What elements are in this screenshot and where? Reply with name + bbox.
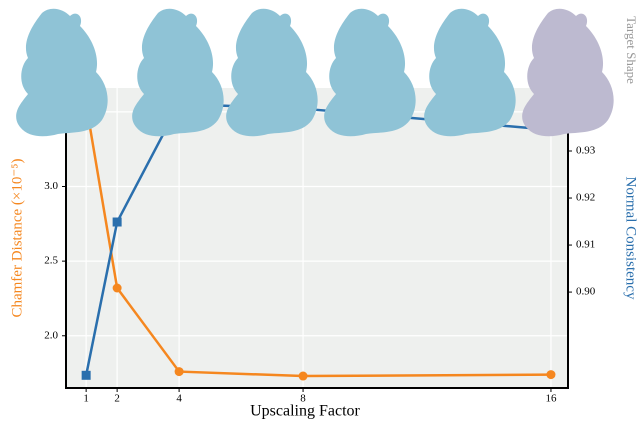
marker xyxy=(299,372,308,381)
shape-thumbnail xyxy=(522,9,614,137)
y-axis-label: Chamfer Distance (×10⁻⁵) xyxy=(9,158,25,317)
y2-tick-label: 0.90 xyxy=(576,286,596,298)
y-tick-label: 3.0 xyxy=(44,180,58,192)
shape-thumbnail xyxy=(324,9,416,137)
plot-background xyxy=(66,88,568,388)
x-tick-label: 1 xyxy=(83,393,89,405)
y2-tick-label: 0.92 xyxy=(576,192,595,204)
y-tick-label: 2.5 xyxy=(44,255,58,267)
x-tick-label: 4 xyxy=(176,393,182,405)
chart: 1248162.02.53.03.50.900.910.920.930.94 T… xyxy=(0,0,640,426)
shape-thumbnail xyxy=(132,9,224,137)
marker xyxy=(113,218,122,227)
marker xyxy=(82,371,91,380)
y2-tick-label: 0.93 xyxy=(576,145,596,157)
annotation: Target Shape xyxy=(624,16,639,84)
shape-thumbnail xyxy=(424,9,516,137)
shape-thumbnail xyxy=(16,9,108,137)
marker xyxy=(546,370,555,379)
x-tick-label: 16 xyxy=(545,393,557,405)
x-axis-label: Upscaling Factor xyxy=(250,403,360,420)
y2-tick-label: 0.91 xyxy=(576,239,595,251)
x-tick-label: 2 xyxy=(114,393,120,405)
y-tick-label: 2.0 xyxy=(44,329,58,341)
marker xyxy=(113,284,122,293)
y2-axis-label: Normal Consistency xyxy=(623,177,639,300)
shape-thumbnail xyxy=(226,9,318,137)
marker xyxy=(175,367,184,376)
